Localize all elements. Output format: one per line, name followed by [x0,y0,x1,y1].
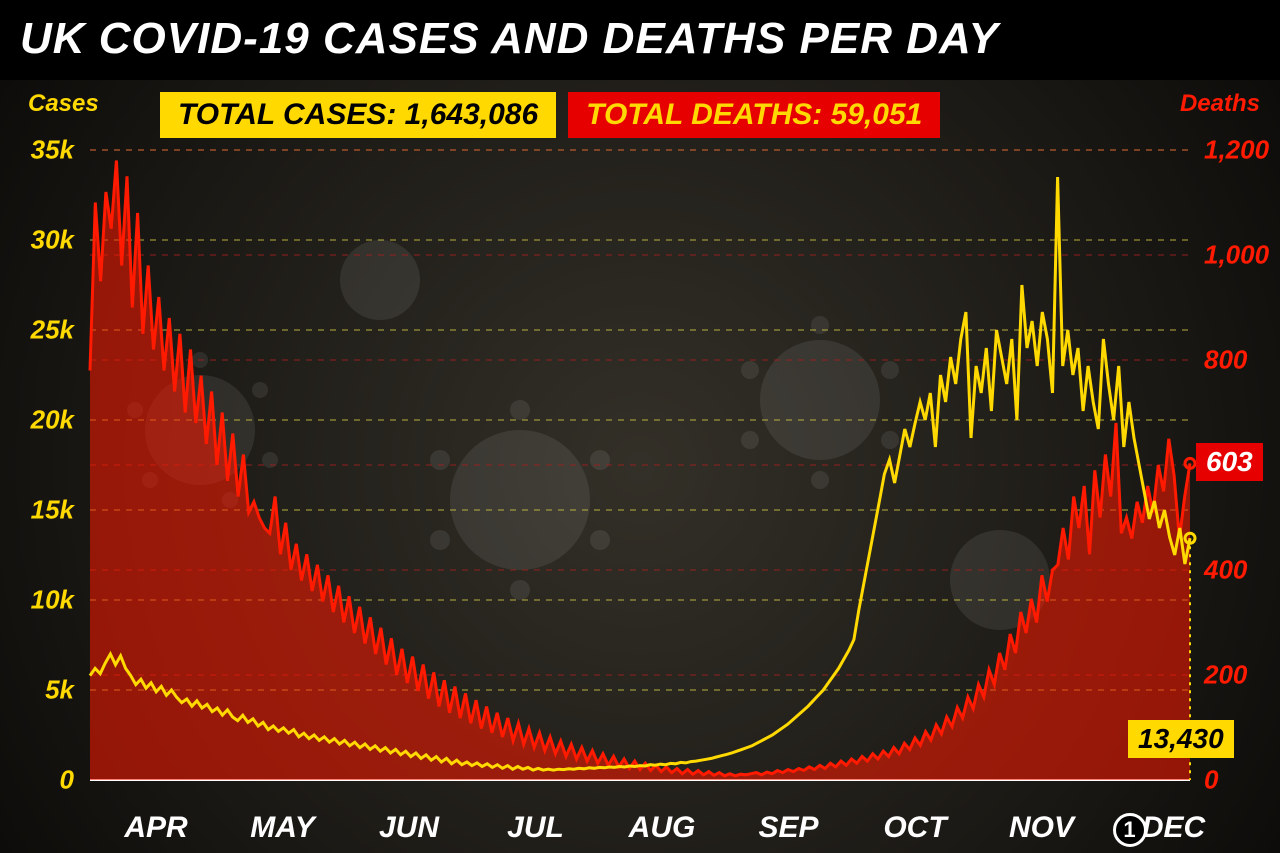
right-ytick: 800 [1204,345,1264,376]
left-ytick: 25k [20,315,74,346]
xtick: NOV [1009,811,1074,845]
chart-area: Cases Deaths TOTAL CASES: 1,643,086 TOTA… [0,80,1280,853]
xtick: SEP [758,811,818,845]
xtick: DEC [1142,811,1205,845]
total-cases-box: TOTAL CASES: 1,643,086 [160,92,556,138]
title-text: UK COVID-19 CASES AND DEATHS PER DAY [20,14,999,63]
xtick: APR [124,811,187,845]
total-deaths-box: TOTAL DEATHS: 59,051 [568,92,940,138]
right-ytick: 0 [1204,765,1264,796]
left-ytick: 0 [20,765,74,796]
xtick: MAY [250,811,314,845]
right-ytick: 400 [1204,555,1264,586]
left-ytick: 35k [20,135,74,166]
xtick: OCT [883,811,946,845]
left-ytick: 30k [20,225,74,256]
date-marker: 1 [1113,813,1147,847]
plot-svg [0,80,1280,853]
left-ytick: 5k [20,675,74,706]
left-ytick: 15k [20,495,74,526]
cases-callout: 13,430 [1128,720,1234,758]
left-ytick: 10k [20,585,74,616]
xtick: JUN [379,811,439,845]
right-ytick: 200 [1204,660,1264,691]
right-ytick: 1,000 [1204,240,1264,271]
right-ytick: 1,200 [1204,135,1264,166]
deaths-callout: 603 [1196,443,1263,481]
xtick: AUG [629,811,696,845]
left-ytick: 20k [20,405,74,436]
chart-title: UK COVID-19 CASES AND DEATHS PER DAY [0,0,1280,78]
totals-row: TOTAL CASES: 1,643,086 TOTAL DEATHS: 59,… [160,92,940,138]
xtick: JUL [507,811,564,845]
